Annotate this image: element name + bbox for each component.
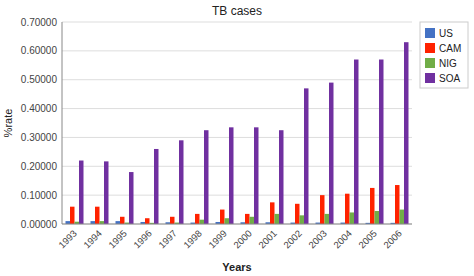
x-tick-label: 1996 — [131, 228, 154, 251]
legend-swatch — [425, 28, 435, 38]
bar — [79, 161, 84, 224]
bar — [145, 218, 150, 224]
y-axis-label: %rate — [2, 109, 14, 138]
bar — [275, 214, 280, 224]
bar — [270, 202, 275, 224]
bar — [345, 194, 350, 224]
x-tick-label: 1994 — [81, 228, 104, 251]
legend-label: NIG — [439, 58, 457, 69]
grid-line — [62, 137, 412, 138]
y-tick-label: 0.60000 — [21, 45, 58, 56]
x-tick-label: 2005 — [356, 228, 379, 251]
bar — [404, 42, 409, 224]
x-tick-label: 2001 — [256, 228, 279, 251]
x-axis-label: Years — [222, 261, 251, 273]
y-tick-label: 0.10000 — [21, 190, 58, 201]
legend-label: CAM — [439, 43, 461, 54]
bar — [204, 130, 209, 224]
legend-swatch — [425, 73, 435, 83]
bar — [350, 212, 355, 224]
bar — [400, 210, 405, 224]
y-axis-line — [62, 22, 63, 224]
bar — [179, 140, 184, 224]
x-tick-label: 2003 — [306, 228, 329, 251]
y-tick-label: 0.30000 — [21, 132, 58, 143]
bar — [375, 211, 380, 224]
legend: US CAM NIG SOA — [420, 22, 468, 88]
x-tick-label: 1998 — [181, 228, 204, 251]
chart: 0.00000 0.10000 0.20000 0.30000 0.40000 0.500… — [0, 0, 474, 276]
x-tick-label: 1995 — [106, 228, 129, 251]
bar — [354, 60, 359, 224]
bar — [200, 220, 205, 224]
bar — [254, 127, 259, 224]
bar — [325, 214, 330, 224]
grid-line — [62, 108, 412, 109]
bar — [195, 214, 200, 224]
grid-line — [62, 22, 412, 23]
x-tick-label: 2002 — [281, 228, 304, 251]
bar — [154, 149, 159, 224]
legend-label: US — [439, 28, 453, 39]
legend-swatch — [425, 58, 435, 68]
grid — [62, 22, 412, 224]
bar — [129, 172, 134, 224]
bar — [229, 127, 234, 224]
x-tick-label: 2000 — [231, 228, 254, 251]
y-tick-label: 0.50000 — [21, 74, 58, 85]
bar — [320, 195, 325, 224]
y-tick-label: 0.20000 — [21, 161, 58, 172]
grid-line — [62, 195, 412, 196]
x-tick-label: 1993 — [56, 228, 79, 251]
bars — [66, 42, 409, 224]
bar — [379, 60, 384, 224]
bar — [279, 130, 284, 224]
grid-line — [62, 79, 412, 80]
x-axis-line — [62, 224, 412, 225]
bar — [250, 217, 255, 224]
bar — [295, 204, 300, 224]
x-tick-label: 1997 — [156, 228, 179, 251]
x-tick-label: 1999 — [206, 228, 229, 251]
bar — [120, 217, 125, 224]
bar — [70, 207, 75, 224]
bar — [225, 218, 230, 224]
bar — [300, 215, 305, 224]
y-tick-label: 0.00000 — [21, 219, 58, 230]
bar — [245, 214, 250, 224]
y-tick-label: 0.70000 — [21, 17, 58, 28]
title: TB cases — [212, 4, 262, 18]
bar — [104, 161, 109, 224]
bar — [220, 210, 225, 224]
bar — [395, 185, 400, 224]
bar — [370, 188, 375, 224]
grid-line — [62, 166, 412, 167]
bar — [95, 207, 100, 224]
y-tick-label: 0.40000 — [21, 103, 58, 114]
grid-line — [62, 224, 412, 225]
bar — [329, 83, 334, 224]
x-tick-label: 2006 — [381, 228, 404, 251]
bar — [170, 217, 175, 224]
bar — [304, 88, 309, 224]
legend-label: SOA — [439, 73, 460, 84]
legend-frame — [420, 22, 468, 88]
x-tick-label: 2004 — [331, 228, 354, 251]
grid-line — [62, 50, 412, 51]
legend-swatch — [425, 43, 435, 53]
